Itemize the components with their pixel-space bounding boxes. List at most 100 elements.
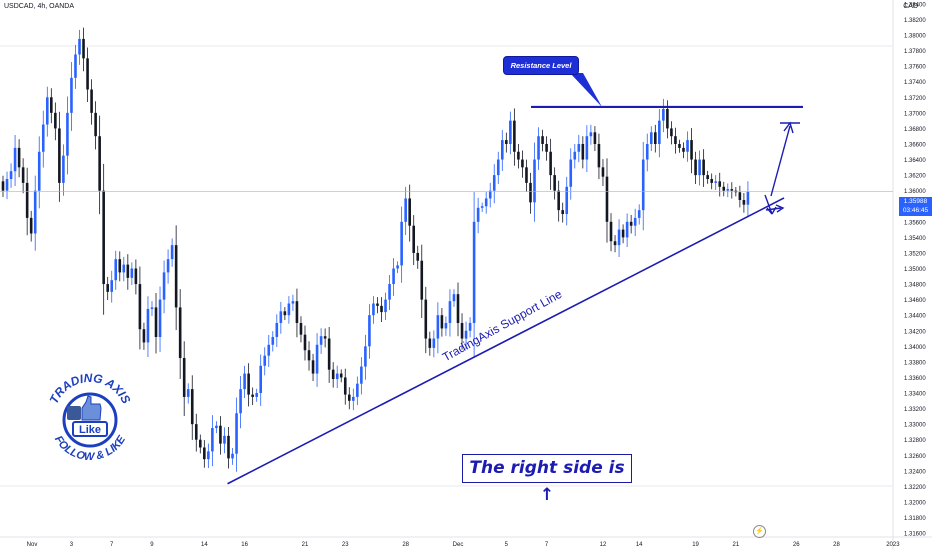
candle — [364, 334, 367, 380]
candle-body — [271, 336, 275, 345]
candle — [166, 249, 170, 284]
x-tick-label: 2023 — [886, 542, 900, 548]
x-tick-label: 3 — [70, 542, 74, 548]
candle — [380, 297, 383, 323]
y-tick-label: 1.36600 — [904, 142, 926, 148]
candle-body — [380, 305, 383, 313]
candle-body — [251, 394, 254, 397]
candles-layer — [1, 27, 750, 472]
candle — [299, 316, 303, 343]
right-side-callout[interactable]: The right side is ↑ — [462, 454, 632, 505]
candle-body — [33, 190, 37, 234]
candle — [146, 296, 150, 358]
candle — [593, 126, 597, 151]
y-tick-label: 1.36000 — [904, 189, 926, 195]
candle-body — [722, 186, 726, 191]
candle-body — [347, 394, 351, 401]
candle-body — [106, 284, 109, 292]
candle — [5, 171, 9, 200]
x-tick-label: 7 — [110, 542, 114, 548]
candle — [670, 121, 673, 145]
x-tick-label: 14 — [201, 542, 208, 548]
candle — [82, 27, 85, 72]
candle-body — [460, 322, 464, 339]
candle — [78, 29, 81, 65]
candle-body — [440, 315, 444, 329]
connector-line — [765, 207, 782, 211]
candle — [525, 159, 528, 192]
candle — [569, 148, 573, 200]
candle-body — [420, 260, 424, 300]
x-tick-label: Dec — [453, 542, 464, 548]
candle-body — [54, 112, 57, 129]
down-arrow-head — [766, 206, 777, 215]
candle-body — [505, 140, 508, 144]
candle — [645, 133, 649, 172]
candle — [581, 136, 585, 169]
candle-body — [617, 229, 621, 246]
candle — [130, 262, 134, 285]
candle — [315, 333, 319, 387]
candle-body — [738, 192, 742, 201]
candle — [126, 254, 130, 290]
candle — [50, 88, 53, 124]
candle-body — [50, 97, 53, 113]
candle-body — [625, 221, 629, 238]
candle-body — [654, 132, 657, 144]
candle-body — [488, 190, 492, 199]
logo-badge: TRADING AXIS FOLLOW & LIKE Like — [47, 371, 134, 463]
candle-body — [90, 89, 93, 113]
candle-body — [199, 439, 202, 448]
y-tick-label: 1.32400 — [904, 469, 926, 475]
candle-body — [110, 280, 114, 292]
candle — [384, 292, 387, 321]
candle — [29, 210, 33, 242]
candle — [327, 326, 331, 383]
candle-body — [170, 245, 174, 260]
candle-body — [102, 190, 105, 285]
candle-body — [408, 198, 411, 226]
candle — [637, 204, 641, 225]
candle — [45, 86, 49, 137]
candle — [102, 163, 105, 315]
candle-body — [553, 175, 556, 191]
candle-body — [37, 151, 41, 191]
candle — [343, 368, 347, 405]
candle-body — [513, 120, 516, 152]
candle — [186, 383, 190, 404]
resistance-callout[interactable]: Resistance Level — [503, 56, 579, 75]
candle — [726, 183, 730, 198]
x-tick-label: 14 — [636, 542, 643, 548]
candle-body — [492, 175, 496, 191]
lightning-icon[interactable]: ⚡ — [753, 525, 766, 538]
candle-body — [372, 303, 375, 316]
candle — [182, 341, 186, 417]
y-tick-label: 1.31600 — [904, 532, 926, 538]
up-arrow-shaft — [770, 125, 791, 197]
candle — [170, 238, 174, 267]
candle — [710, 173, 713, 190]
x-tick-label: 21 — [732, 542, 739, 548]
candle — [134, 259, 138, 295]
candle — [718, 172, 722, 197]
candle-body — [525, 167, 528, 183]
candle-body — [74, 54, 77, 78]
candle — [122, 256, 126, 282]
candle-body — [283, 311, 287, 316]
candle — [339, 369, 343, 383]
candle-body — [364, 346, 367, 367]
candle — [190, 375, 194, 440]
candle-body — [352, 396, 355, 401]
y-tick-label: 1.36800 — [904, 127, 926, 133]
x-tick-label: 26 — [793, 542, 800, 548]
candle — [215, 421, 218, 434]
candle-body — [541, 136, 544, 144]
candle — [41, 110, 45, 168]
candle-body — [581, 143, 585, 160]
candle — [714, 175, 718, 191]
x-tick-label: 19 — [692, 542, 699, 548]
candle — [452, 289, 456, 307]
